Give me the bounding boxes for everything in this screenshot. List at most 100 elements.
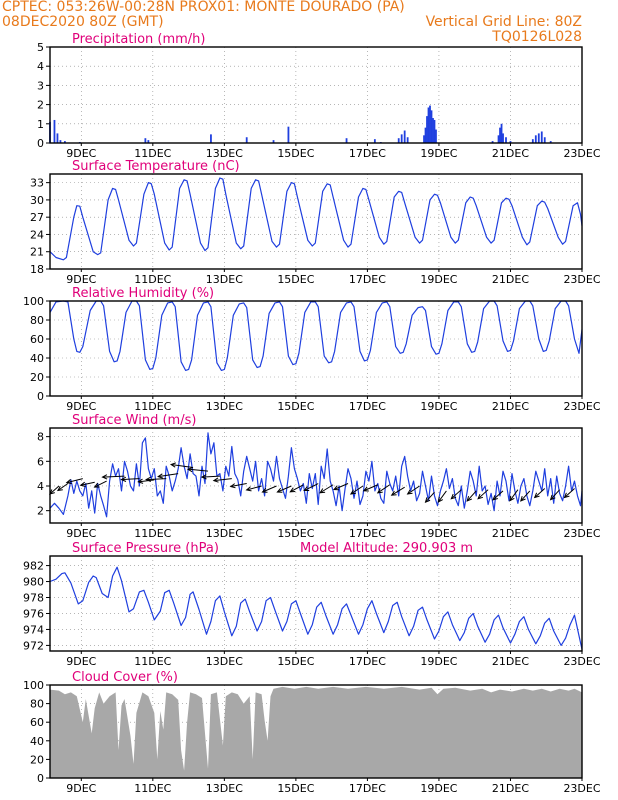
wind-arrow bbox=[169, 462, 194, 468]
wind-arrow-shaft bbox=[66, 478, 83, 484]
x-tick-label: 19DEC bbox=[420, 147, 457, 160]
precip-bar bbox=[543, 137, 546, 143]
wind-arrow-head bbox=[137, 478, 144, 484]
wind-arrow-head bbox=[450, 493, 457, 500]
y-tick-label: 24 bbox=[30, 228, 44, 241]
precip-bar bbox=[245, 137, 248, 143]
x-tick-label: 23DEC bbox=[563, 655, 600, 668]
wind-arrow-shaft bbox=[319, 484, 334, 494]
wind-arrow-head bbox=[437, 496, 444, 503]
wind-arrow-head bbox=[93, 482, 100, 488]
cloud-frame bbox=[49, 684, 583, 779]
precip-bar bbox=[491, 141, 494, 143]
temperature-title: Surface Temperature (nC) bbox=[72, 159, 240, 174]
header-init-time: 08DEC2020 80Z (GMT) bbox=[2, 14, 164, 30]
x-tick-label: 21DEC bbox=[492, 400, 529, 413]
wind-arrow bbox=[200, 474, 220, 480]
x-tick-label: 9DEC bbox=[66, 527, 96, 540]
precip-bar bbox=[272, 140, 275, 143]
x-tick-label: 19DEC bbox=[420, 527, 457, 540]
y-tick-label: 4 bbox=[37, 60, 44, 73]
precip-bar bbox=[534, 135, 537, 143]
wind-arrow bbox=[520, 490, 531, 502]
precip-bar bbox=[502, 133, 504, 143]
x-tick-label: 9DEC bbox=[66, 273, 96, 286]
wind-arrow-shaft bbox=[437, 490, 447, 503]
x-tick-label: 19DEC bbox=[420, 400, 457, 413]
wind-arrow-head bbox=[349, 489, 356, 495]
x-tick-label: 17DEC bbox=[349, 147, 386, 160]
x-tick-label: 9DEC bbox=[66, 147, 96, 160]
x-tick-label: 15DEC bbox=[277, 782, 314, 795]
wind-arrow bbox=[563, 488, 575, 499]
y-tick-label: 0 bbox=[37, 390, 44, 403]
wind-arrow bbox=[362, 484, 379, 492]
precip-bar bbox=[499, 127, 501, 143]
wind-arrow bbox=[509, 489, 519, 502]
wind-arrow-shaft bbox=[262, 485, 277, 493]
y-tick-label: 30 bbox=[30, 194, 44, 207]
x-tick-label: 15DEC bbox=[277, 527, 314, 540]
y-tick-label: 80 bbox=[30, 698, 44, 711]
wind-arrow-shaft bbox=[520, 490, 531, 502]
x-tick-label: 13DEC bbox=[206, 400, 243, 413]
x-tick-label: 21DEC bbox=[492, 147, 529, 160]
x-tick-label: 11DEC bbox=[134, 527, 171, 540]
y-tick-label: 40 bbox=[30, 735, 44, 748]
wind-arrow-head bbox=[509, 495, 515, 502]
wind-arrow-head bbox=[120, 476, 127, 482]
x-tick-label: 9DEC bbox=[66, 655, 96, 668]
wind-arrow bbox=[245, 485, 262, 492]
precip-bar bbox=[509, 141, 512, 143]
wind-arrow-shaft bbox=[333, 483, 349, 490]
temperature-line bbox=[49, 177, 583, 261]
wind-arrow-head bbox=[56, 485, 63, 492]
wind-arrow-shaft bbox=[102, 475, 125, 478]
wind-arrow bbox=[450, 489, 462, 500]
x-tick-label: 15DEC bbox=[277, 273, 314, 286]
x-tick-label: 11DEC bbox=[134, 147, 171, 160]
wind-arrow-head bbox=[303, 486, 310, 491]
x-tick-label: 17DEC bbox=[349, 527, 386, 540]
y-tick-label: 20 bbox=[30, 371, 44, 384]
x-tick-label: 9DEC bbox=[66, 782, 96, 795]
wind-arrow-shaft bbox=[201, 475, 220, 478]
wind-arrow-shaft bbox=[407, 485, 420, 495]
wind-arrow-head bbox=[245, 486, 252, 492]
wind-arrow bbox=[477, 489, 489, 500]
wind-arrow-head bbox=[549, 494, 556, 501]
wind-arrow-head bbox=[79, 481, 86, 487]
x-tick-label: 23DEC bbox=[563, 782, 600, 795]
precip-bar bbox=[435, 129, 437, 143]
wind-arrow-shaft bbox=[425, 491, 435, 503]
x-tick-label: 15DEC bbox=[277, 147, 314, 160]
y-tick-label: 976 bbox=[23, 607, 44, 620]
wind-arrow-shaft bbox=[170, 463, 194, 468]
x-tick-label: 17DEC bbox=[349, 273, 386, 286]
precipitation-title: Precipitation (mm/h) bbox=[72, 32, 205, 47]
wind-arrow bbox=[120, 476, 140, 482]
wind-arrow bbox=[437, 490, 447, 503]
y-tick-label: 1 bbox=[37, 118, 44, 131]
wind-arrow-shaft bbox=[377, 484, 391, 494]
precip-bar bbox=[433, 119, 436, 143]
wind-arrow-head bbox=[186, 467, 193, 473]
wind-arrow-shaft bbox=[187, 468, 209, 472]
pressure-frame bbox=[49, 555, 583, 652]
cloud-area bbox=[50, 686, 582, 778]
pressure-line bbox=[49, 566, 583, 650]
wind-arrow-head bbox=[289, 487, 296, 493]
cloud-title: Cloud Cover (%) bbox=[72, 670, 178, 685]
humidity-frame bbox=[49, 300, 583, 397]
humidity-title: Relative Humidity (%) bbox=[72, 286, 214, 301]
wind-arrow-head bbox=[319, 488, 326, 494]
wind-arrow-head bbox=[362, 486, 369, 492]
precip-bar bbox=[345, 138, 348, 143]
y-tick-label: 60 bbox=[30, 716, 44, 729]
wind-arrow-head bbox=[145, 476, 151, 482]
wind-arrow-shaft bbox=[534, 488, 546, 498]
wind-arrow bbox=[303, 483, 319, 491]
precip-bar bbox=[432, 118, 434, 143]
cloud-panel: 0 20 40 60 80 100 9DEC 11DEC 13DEC 15DEC 17DEC 19DE… bbox=[23, 670, 601, 795]
wind-arrow-shaft bbox=[350, 485, 364, 495]
